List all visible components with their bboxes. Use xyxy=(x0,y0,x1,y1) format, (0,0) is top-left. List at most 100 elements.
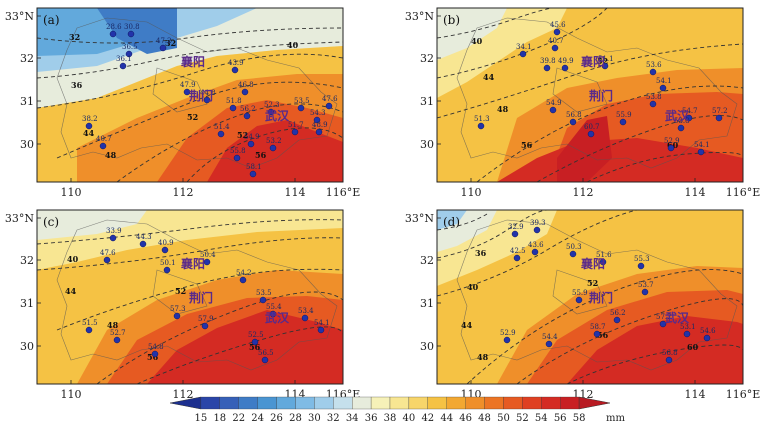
station-marker xyxy=(159,44,167,52)
precip-field-band xyxy=(207,120,343,182)
contour-label: 44 xyxy=(483,72,495,82)
x-tick-label: 112 xyxy=(173,388,194,401)
station-marker xyxy=(569,250,577,258)
station-marker xyxy=(163,266,171,274)
contour-label: 60 xyxy=(667,140,679,150)
colorbar-swatch xyxy=(257,396,277,410)
station-marker xyxy=(575,296,583,304)
contour-line xyxy=(37,41,343,79)
station-value: 56.2 xyxy=(240,105,256,113)
contour-label: 36 xyxy=(475,248,487,258)
contour-label: 48 xyxy=(477,352,489,362)
colorbar-swatch xyxy=(446,396,466,410)
city-label: 荆门 xyxy=(589,88,613,103)
station-marker xyxy=(649,100,657,108)
colorbar-swatch xyxy=(314,396,334,410)
y-tick-label: 33°N xyxy=(405,212,434,225)
station-value: 47.9 xyxy=(180,81,196,89)
panel-label: (a) xyxy=(43,13,60,27)
contour-label: 44 xyxy=(461,320,473,330)
station-marker xyxy=(269,144,277,152)
panel-label: (b) xyxy=(443,13,460,27)
colorbar-swatch xyxy=(352,396,372,410)
station-value: 36.5 xyxy=(122,43,138,51)
colorbar-tick-label: 24 xyxy=(251,413,264,424)
station-marker xyxy=(183,88,191,96)
station-marker xyxy=(317,326,325,334)
station-marker xyxy=(659,320,667,328)
station-marker xyxy=(715,114,723,122)
station-marker xyxy=(127,30,135,38)
station-marker xyxy=(477,122,485,130)
panel-label: (c) xyxy=(43,215,59,229)
station-marker xyxy=(593,330,601,338)
contour-label: 36 xyxy=(71,80,83,90)
station-value: 50.3 xyxy=(566,243,582,251)
y-tick-label: 33°N xyxy=(405,10,434,23)
station-value: 36.1 xyxy=(116,55,132,63)
station-marker xyxy=(313,116,321,124)
precip-field-band xyxy=(557,116,612,182)
x-tick-label: 114 xyxy=(685,186,706,199)
station-value: 58.7 xyxy=(590,323,606,331)
station-value: 28.6 xyxy=(106,23,122,31)
station-marker xyxy=(641,288,649,296)
contour-line xyxy=(56,268,343,331)
station-marker xyxy=(119,62,127,70)
station-value: 51.6 xyxy=(596,251,612,259)
contour-label: 56 xyxy=(255,150,267,160)
contour-line xyxy=(96,291,343,384)
station-marker xyxy=(703,334,711,342)
station-marker xyxy=(511,230,519,238)
station-value: 60.7 xyxy=(584,123,600,131)
station-value: 53.4 xyxy=(298,307,314,315)
colorbar-swatch xyxy=(370,396,391,410)
station-value: 56.2 xyxy=(610,309,626,317)
y-tick-label: 31 xyxy=(20,95,34,108)
station-value: 47.6 xyxy=(100,249,116,257)
contour-line xyxy=(116,103,343,182)
station-marker xyxy=(301,314,309,322)
colorbar-max-arrow xyxy=(578,396,611,410)
station-marker xyxy=(649,68,657,76)
station-marker xyxy=(113,336,121,344)
station-value: 56.5 xyxy=(258,349,274,357)
station-marker xyxy=(677,124,685,132)
station-value: 50.1 xyxy=(160,259,176,267)
colorbar-swatch xyxy=(465,396,485,410)
contour-line xyxy=(586,151,743,182)
station-value: 57.2 xyxy=(656,313,672,321)
x-tick-label: 116°E xyxy=(726,388,761,401)
precip-field-band xyxy=(97,8,177,54)
city-label: 武汉 xyxy=(665,108,690,123)
station-marker xyxy=(251,338,259,346)
city-label: 襄阳 xyxy=(580,256,605,271)
colorbar-swatch xyxy=(541,396,561,410)
colorbar-tick-label: 48 xyxy=(478,413,491,424)
contour-label: 52 xyxy=(587,278,598,288)
station-marker xyxy=(569,118,577,126)
station-marker xyxy=(667,144,675,152)
station-value: 34.1 xyxy=(516,43,532,51)
station-marker xyxy=(513,254,521,262)
station-marker xyxy=(665,356,673,364)
contour-label: 60 xyxy=(687,342,699,352)
station-value: 58.1 xyxy=(246,163,262,171)
station-value: 53.7 xyxy=(638,281,654,289)
station-value: 45.6 xyxy=(550,21,566,29)
station-marker xyxy=(239,276,247,284)
admin-boundary xyxy=(456,219,738,371)
x-tick-label: 116°E xyxy=(726,186,761,199)
contour-label: 48 xyxy=(105,150,117,160)
colorbar-swatch xyxy=(503,396,523,410)
y-tick-label: 32 xyxy=(20,254,34,267)
station-value: 54.1 xyxy=(694,141,710,149)
station-marker xyxy=(613,316,621,324)
station-value: 53.5 xyxy=(256,289,272,297)
colorbar-swatch xyxy=(560,396,580,410)
contour-label: 40 xyxy=(67,254,79,264)
station-marker xyxy=(161,246,169,254)
y-tick-label: 30 xyxy=(420,340,434,353)
station-value: 51.7 xyxy=(288,121,304,129)
